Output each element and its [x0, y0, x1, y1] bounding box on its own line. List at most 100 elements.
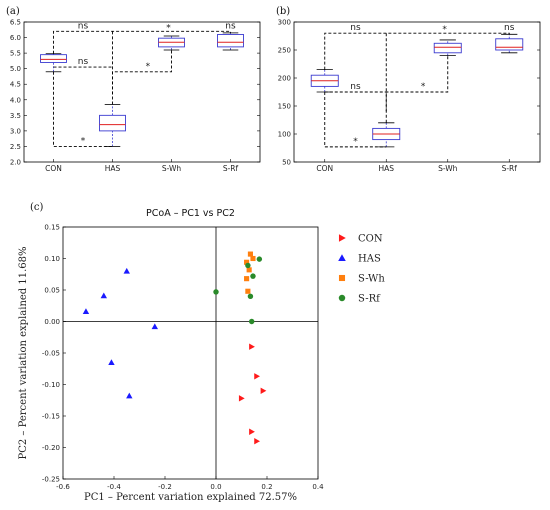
x-tick-label: 0.0	[210, 483, 221, 491]
point-con	[254, 438, 260, 445]
box-body	[495, 38, 524, 51]
point-s-rf	[213, 289, 219, 295]
box-s-rf	[217, 32, 244, 51]
significance-label: *	[442, 25, 447, 35]
box-has	[372, 122, 401, 148]
box-body	[433, 42, 462, 54]
point-has	[151, 323, 158, 330]
significance-label: ns	[225, 21, 236, 31]
significance-label: ns	[504, 23, 515, 33]
y-tick-label: 0.00	[44, 318, 60, 326]
y-tick-label: 250	[278, 47, 291, 55]
bracket-has-swh	[385, 55, 449, 123]
bracket-con-has-low	[324, 92, 387, 148]
significance-label: ns	[350, 82, 361, 92]
x-tick-label: S-Wh	[162, 164, 182, 173]
y-tick-label: 2.0	[10, 159, 21, 167]
series-s-rf	[213, 256, 263, 325]
x-tick-label: -0.6	[56, 483, 70, 491]
legend-label: S-Rf	[358, 294, 381, 305]
point-s-wh	[245, 288, 251, 294]
y-tick-label: 6.5	[10, 19, 21, 27]
x-tick-label: -0.4	[107, 483, 121, 491]
y-tick-label: 50	[282, 159, 291, 167]
series-s-wh	[244, 251, 256, 294]
box-s-wh	[433, 39, 462, 56]
x-axis-label: PC1 – Percent variation explained 72.57%	[84, 492, 297, 503]
y-tick-label: 5.0	[10, 65, 21, 73]
legend-label: CON	[358, 234, 383, 245]
significance-label: *	[81, 136, 86, 146]
point-con	[249, 428, 255, 435]
plot-frame	[62, 226, 319, 480]
legend-marker-s-wh	[338, 274, 346, 282]
legend-label: S-Wh	[358, 274, 385, 285]
x-tick-label: HAS	[378, 164, 394, 173]
point-s-wh	[247, 251, 253, 257]
bracket-top	[324, 32, 510, 70]
x-tick-label: CON	[316, 164, 333, 173]
box-con	[40, 53, 67, 73]
series-con	[238, 343, 267, 445]
point-has	[100, 292, 107, 299]
y-tick-label: 0.05	[44, 287, 60, 295]
y-tick-label: -0.15	[42, 413, 60, 421]
y-tick-label: -0.25	[42, 476, 60, 484]
point-s-wh	[250, 255, 256, 262]
y-tick-label: 3.0	[10, 127, 21, 135]
y-tick-label: 200	[278, 75, 291, 83]
point-con	[238, 395, 245, 402]
legend-label: HAS	[358, 254, 381, 265]
point-s-rf	[248, 318, 255, 325]
bracket-has-swh	[112, 50, 172, 105]
significance-label: *	[421, 82, 426, 92]
legend-marker-s-rf	[338, 294, 346, 302]
legend-marker-has	[338, 254, 346, 262]
y-tick-label: 150	[278, 103, 291, 111]
series-has	[82, 267, 158, 399]
y-tick-label: 0.15	[44, 224, 60, 232]
y-tick-label: 6.0	[10, 34, 21, 42]
legend: CON HAS S-Wh S-Rf	[338, 234, 385, 305]
panel-label: (a)	[6, 6, 20, 17]
point-has	[108, 359, 115, 366]
point-s-wh	[244, 259, 250, 265]
point-s-rf	[256, 256, 263, 262]
box-s-rf	[495, 33, 524, 54]
bracket-top	[53, 30, 231, 54]
plot-frame	[293, 21, 541, 163]
point-s-rf	[247, 293, 254, 300]
point-s-wh	[246, 267, 252, 273]
y-axis-label: PC2 – Percent variation explained 11.68%	[18, 246, 29, 459]
x-tick-label: HAS	[105, 164, 121, 173]
box-body	[40, 54, 67, 63]
y-tick-label: 0.10	[44, 255, 60, 263]
significance-label: ns	[78, 57, 89, 67]
bracket-con-has-low	[53, 71, 113, 147]
significance-label: *	[353, 137, 358, 147]
x-tick-label: 0.4	[312, 483, 324, 491]
y-tick-label: 300	[278, 19, 291, 27]
significance-label: ns	[350, 23, 361, 33]
x-tick-label: S-Rf	[502, 164, 518, 173]
x-tick-label: S-Rf	[223, 164, 239, 173]
y-tick-label: 4.5	[10, 81, 21, 89]
box-body	[99, 114, 126, 132]
x-tick-label: S-Wh	[438, 164, 458, 173]
significance-label: *	[166, 23, 171, 33]
chart-title: PCoA – PC1 vs PC2	[146, 208, 235, 219]
point-s-rf	[250, 273, 256, 279]
significance-label: ns	[78, 21, 89, 31]
point-con	[260, 387, 267, 394]
x-tick-label: CON	[45, 164, 62, 173]
y-tick-label: 4.0	[10, 96, 21, 104]
y-tick-label: -0.10	[42, 381, 60, 389]
box-body	[217, 33, 244, 48]
panel-label: (c)	[30, 202, 44, 213]
y-tick-label: -0.20	[42, 444, 60, 452]
point-has	[82, 308, 90, 314]
point-con	[249, 343, 255, 350]
point-has	[126, 392, 133, 399]
